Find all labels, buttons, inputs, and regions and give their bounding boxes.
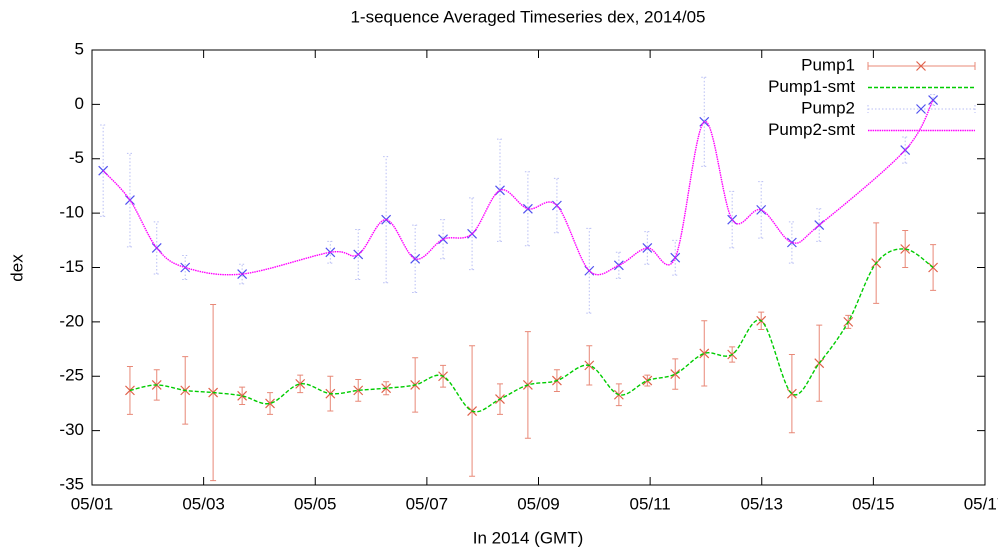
point-marker [670,369,681,379]
y-tick-label: -30 [59,420,84,439]
error-bar [644,231,651,265]
point-marker [125,385,135,396]
error-bar [440,219,447,260]
point-marker [928,95,939,105]
point-marker [900,244,911,254]
y-axis-label: dex [7,254,26,282]
chart-title: 1-sequence Averaged Timeseries dex, 2014… [350,7,705,26]
y-tick-label: 0 [75,94,84,113]
error-bar [239,263,246,285]
error-bar [701,76,708,167]
x-tick-label: 05/05 [294,494,337,513]
x-axis-label: In 2014 (GMT) [473,528,584,547]
y-tick-label: -35 [59,474,84,493]
x-tick-label: 05/11 [629,494,670,513]
point-marker [642,375,653,386]
legend-label: Pump2 [801,98,855,117]
y-tick-label: -5 [69,148,84,167]
error-bar [496,138,503,242]
point-marker [699,348,710,359]
error-bar [672,239,679,276]
smooth-line [102,99,934,276]
legend-marker [916,104,926,114]
error-bar [153,221,160,275]
x-tick-label: 05/13 [740,494,783,513]
error-bar [412,224,419,294]
x-tick-label: 05/09 [517,494,560,513]
error-bar [524,171,531,247]
smooth-line [129,248,934,413]
point-marker [265,398,275,409]
y-tick-label: -20 [59,311,84,330]
x-tick-label: 05/03 [182,494,225,513]
error-bar [553,177,560,234]
x-tick-label: 05/07 [406,494,449,513]
legend-label: Pump2-smt [768,120,855,139]
error-bar [902,136,909,164]
x-tick-label: 05/01 [71,494,114,513]
y-tick-label: -15 [59,257,84,276]
point-marker [642,243,653,253]
point-marker [295,378,306,389]
y-tick-label: -10 [59,203,84,222]
error-bar [816,208,823,242]
x-tick-label: 05/17 [964,494,998,513]
x-tick-label: 05/15 [852,494,895,513]
legend-marker [916,61,926,71]
y-tick-label: -25 [59,366,84,385]
point-marker [237,390,248,401]
y-tick-label: 5 [75,39,84,58]
point-marker [699,116,710,127]
legend-label: Pump1 [801,55,855,74]
point-marker [353,385,364,396]
error-bar [788,221,795,264]
error-bar [615,251,622,279]
legend-label: Pump1-smt [768,77,855,96]
